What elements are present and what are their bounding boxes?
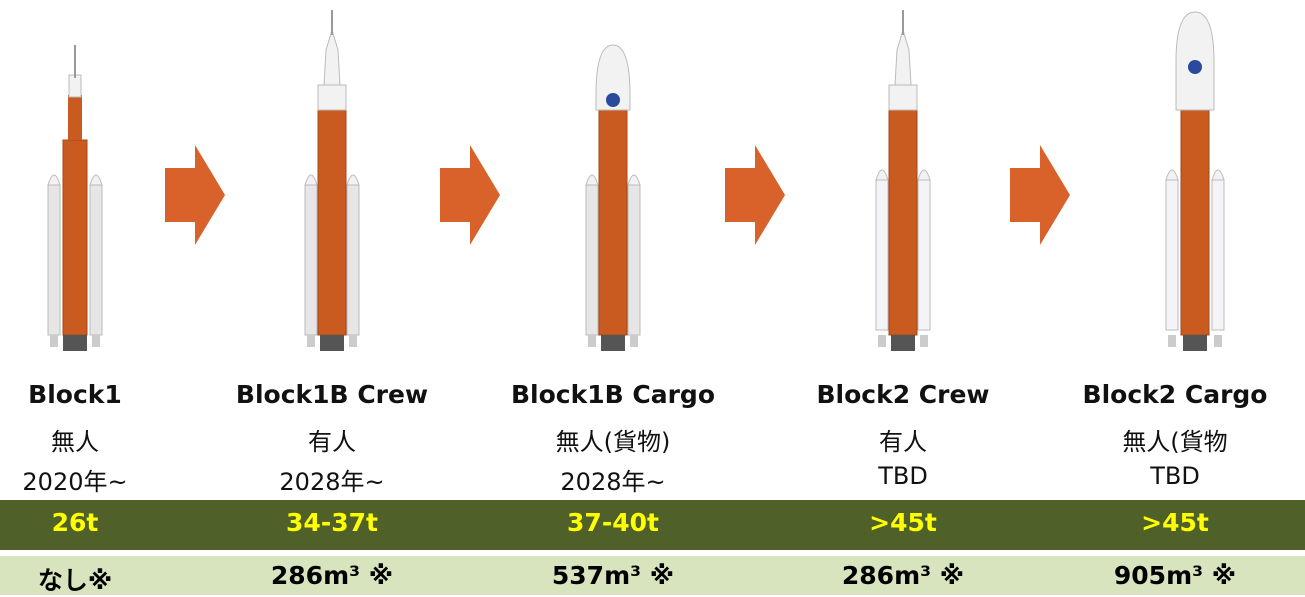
crew-label: 無人(貨物 [1122, 428, 1228, 456]
upper-stage [888, 84, 918, 111]
date-label: 2020年~ [22, 468, 128, 496]
payload-label: 34-37t [286, 508, 378, 537]
booster-nose [875, 169, 889, 181]
booster-nose [89, 174, 103, 186]
booster [1165, 179, 1179, 331]
booster [47, 184, 61, 336]
crew-label: 無人(貨物) [555, 428, 671, 456]
upper-stage [68, 95, 82, 140]
nasa-logo [1188, 60, 1202, 74]
booster [304, 184, 318, 336]
booster-nose [585, 174, 599, 186]
upper-stage [317, 84, 347, 111]
name-label: Block2 Crew [816, 380, 990, 409]
engines [320, 335, 344, 351]
nozzle [92, 335, 100, 347]
nozzle [307, 335, 315, 347]
booster-nose [1165, 169, 1179, 181]
volume-label: 905m³ ※ [1113, 561, 1237, 590]
nasa-logo [606, 93, 620, 107]
payload-label: 37-40t [567, 508, 659, 537]
booster-nose [47, 174, 61, 186]
nozzle [588, 335, 596, 347]
name-label: Block2 Cargo [1082, 380, 1268, 409]
crew-label: 有人 [879, 428, 927, 456]
nozzle [630, 335, 638, 347]
engines [601, 335, 625, 351]
capsule [323, 28, 341, 86]
nozzle [349, 335, 357, 347]
nozzle [50, 335, 58, 347]
booster-nose [346, 174, 360, 186]
arrow [1010, 145, 1070, 245]
volume-label: 286m³ ※ [841, 561, 965, 590]
date-label: TBD [878, 462, 928, 490]
arrow [165, 145, 225, 245]
arrow [440, 145, 500, 245]
nozzle [920, 335, 928, 347]
engines [63, 335, 87, 351]
booster-nose [917, 169, 931, 181]
volume-band [0, 556, 1305, 595]
core-stage [317, 109, 347, 336]
nozzle [878, 335, 886, 347]
date-label: 2028年~ [279, 468, 385, 496]
booster [917, 179, 931, 331]
volume-label: 537m³ ※ [551, 561, 675, 590]
nozzle [1214, 335, 1222, 347]
payload-label: 26t [51, 508, 99, 537]
date-label: TBD [1150, 462, 1200, 490]
rockets [47, 10, 1225, 351]
core-stage [1180, 109, 1210, 336]
capsule [894, 28, 912, 86]
crew-label: 無人 [51, 428, 99, 456]
payload-band [0, 500, 1305, 550]
booster [1211, 179, 1225, 331]
capsule [68, 74, 82, 98]
booster-nose [304, 174, 318, 186]
booster-nose [627, 174, 641, 186]
date-label: 2028年~ [560, 468, 666, 496]
name-label: Block1 [28, 380, 122, 409]
booster [627, 184, 641, 336]
core-stage [62, 139, 88, 336]
booster [346, 184, 360, 336]
booster [585, 184, 599, 336]
volume-label: 286m³ ※ [270, 561, 394, 590]
fairing [595, 44, 631, 111]
crew-label: 有人 [308, 428, 356, 456]
core-stage [888, 109, 918, 336]
volume-label: なし※ [37, 566, 113, 595]
booster-nose [1211, 169, 1225, 181]
payload-label: >45t [1141, 508, 1209, 537]
core-stage [598, 109, 628, 336]
engines [1183, 335, 1207, 351]
name-label: Block1B Cargo [510, 380, 716, 409]
arrow [725, 145, 785, 245]
booster [875, 179, 889, 331]
nozzle [1168, 335, 1176, 347]
booster [89, 184, 103, 336]
name-label: Block1B Crew [235, 380, 429, 409]
payload-label: >45t [869, 508, 937, 537]
engines [891, 335, 915, 351]
